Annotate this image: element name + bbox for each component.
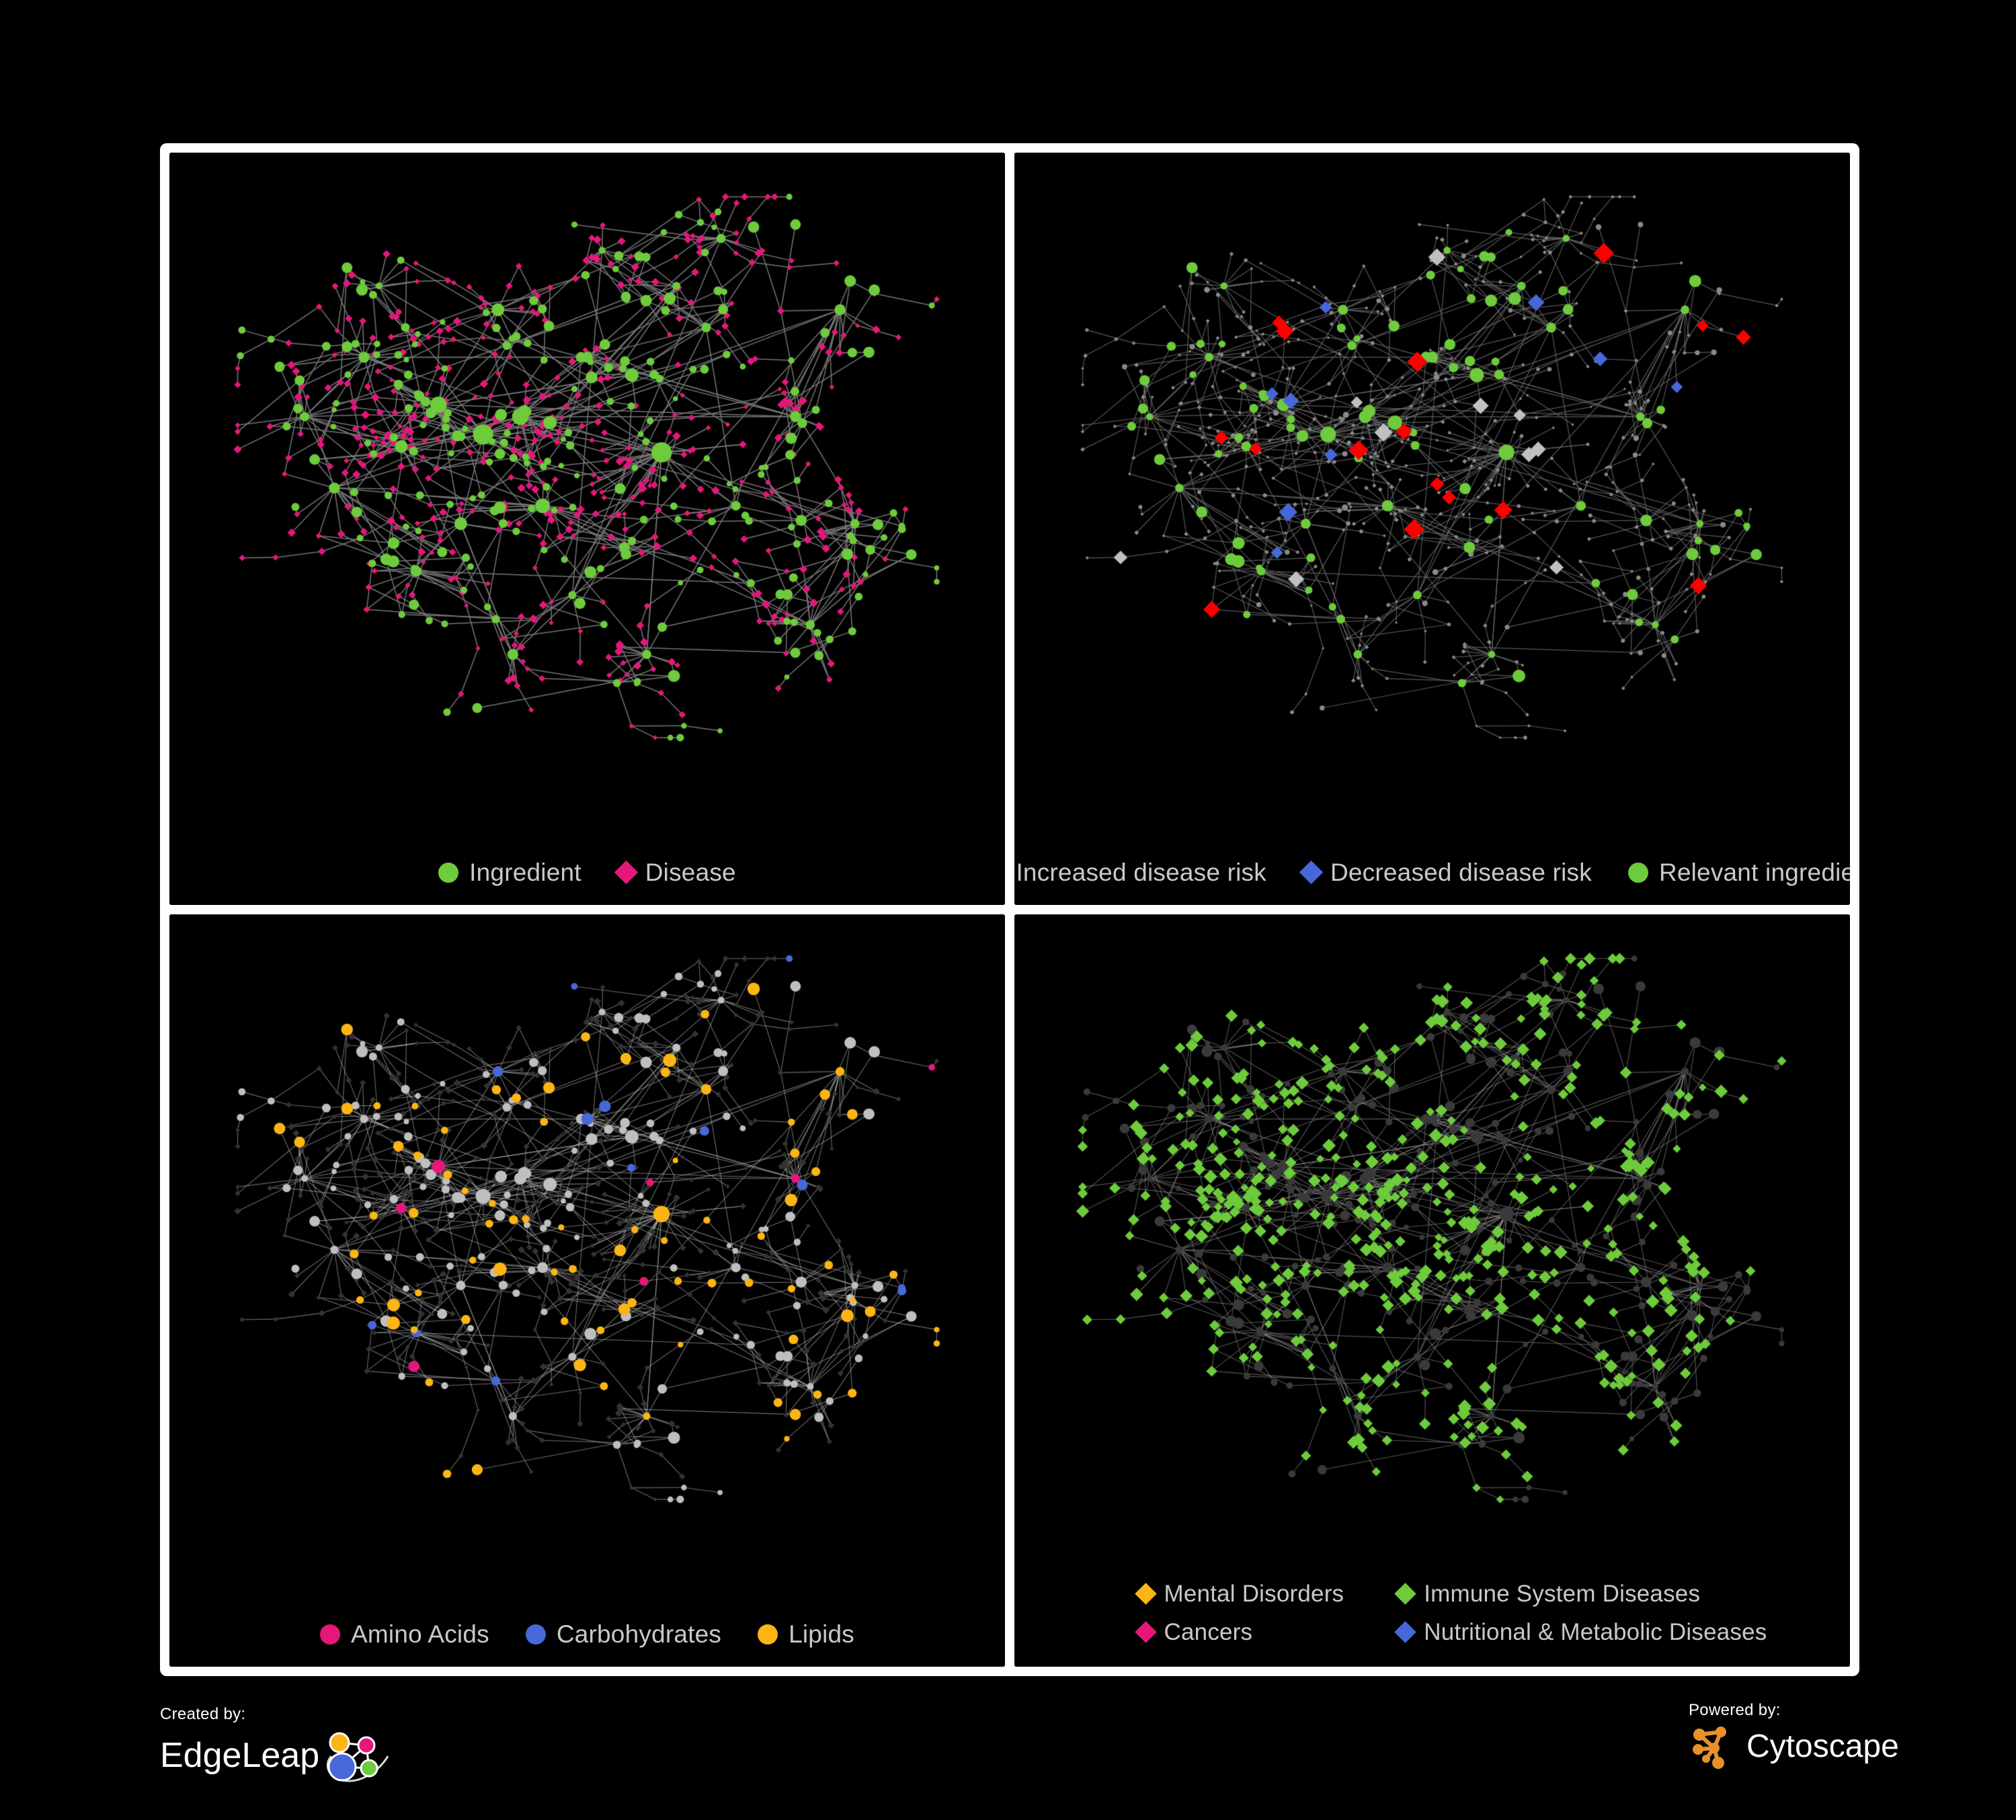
powered-by-cytoscape-logo: Powered by: Cytoscape xyxy=(1689,1701,1899,1771)
created-by-label: Created by: xyxy=(160,1705,246,1723)
panel-ingredient-disease[interactable]: Ingredient Disease xyxy=(169,153,1005,905)
network-canvas-nutrient-class[interactable] xyxy=(169,914,1005,1667)
panel-disease-risk[interactable]: Increased disease risk Decreased disease… xyxy=(1014,153,1850,905)
panel-nutrient-class[interactable]: Amino Acids Carbohydrates Lipids xyxy=(169,914,1005,1667)
edgeleap-network-icon xyxy=(326,1732,389,1782)
cytoscape-wordmark: Cytoscape xyxy=(1746,1729,1899,1764)
edgeleap-logo-row: EdgeLeap xyxy=(160,1727,396,1784)
created-by-edgeleap-logo: Created by: EdgeLeap xyxy=(160,1705,396,1784)
network-canvas-ingredient-disease[interactable] xyxy=(169,153,1005,905)
network-canvas-disease-risk[interactable] xyxy=(1014,153,1850,905)
cytoscape-logo-row: Cytoscape xyxy=(1689,1723,1899,1771)
panel-disease-class[interactable]: Mental Disorders Immune System Diseases … xyxy=(1014,914,1850,1667)
powered-by-label: Powered by: xyxy=(1689,1701,1781,1719)
network-canvas-disease-class[interactable] xyxy=(1014,914,1850,1667)
cytoscape-network-icon xyxy=(1693,1727,1726,1769)
panel-grid: Ingredient Disease Increased disease ris… xyxy=(160,143,1859,1676)
edgeleap-wordmark: EdgeLeap xyxy=(160,1736,320,1775)
